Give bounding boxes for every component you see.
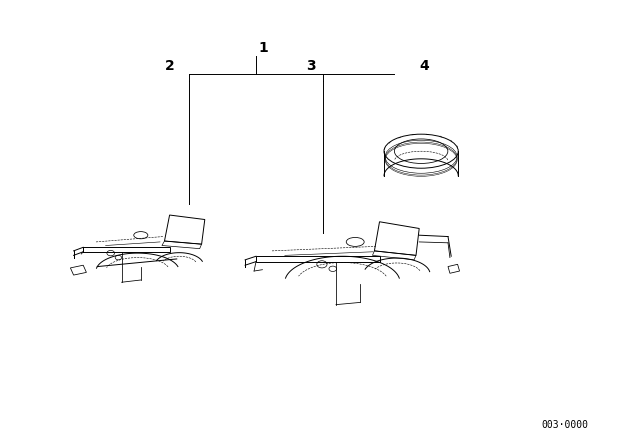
Text: 1: 1	[259, 41, 269, 55]
Text: 4: 4	[419, 59, 429, 73]
Text: 2: 2	[165, 59, 175, 73]
Text: 3: 3	[306, 59, 316, 73]
Text: 003·0000: 003·0000	[542, 420, 589, 430]
